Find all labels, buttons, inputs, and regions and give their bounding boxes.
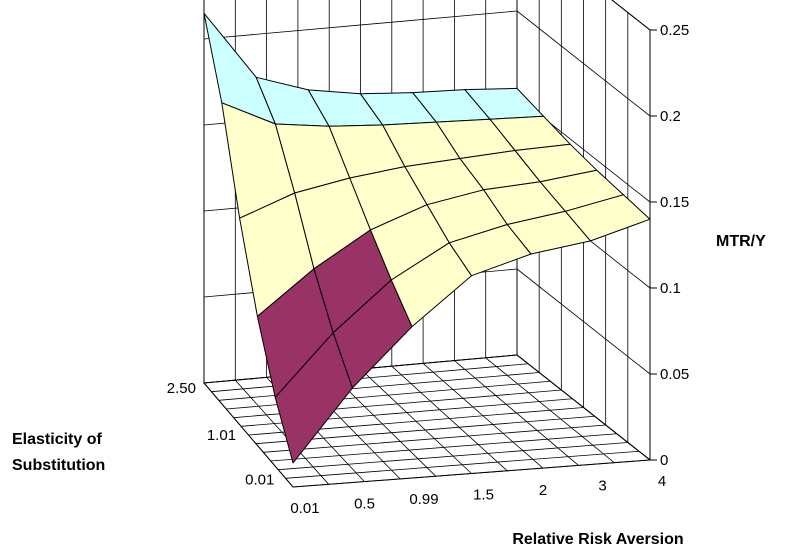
z-tick-label: 0 bbox=[660, 452, 668, 469]
floor-gridline bbox=[278, 442, 628, 471]
floor-gridline bbox=[211, 363, 529, 393]
x-tick-label: 0.99 bbox=[409, 491, 438, 508]
surface-patch bbox=[564, 194, 651, 242]
z-axis-title: MTR/Y bbox=[716, 233, 766, 250]
floor-gridline bbox=[270, 433, 617, 462]
y-axis-title-line2: Substitution bbox=[12, 457, 105, 474]
x-tick-label: 0.01 bbox=[290, 500, 319, 517]
floor-gridline bbox=[285, 450, 639, 479]
y-tick-label: 1.01 bbox=[207, 427, 236, 444]
y-tick-label: 0.01 bbox=[245, 472, 274, 489]
x-tick-label: 1.5 bbox=[473, 487, 494, 504]
z-tick-label: 0.2 bbox=[660, 108, 681, 125]
x-tick-label: 4 bbox=[658, 473, 666, 490]
z-tick-label: 0.25 bbox=[660, 22, 689, 39]
x-tick-label: 2 bbox=[539, 482, 547, 499]
x-tick-label: 0.5 bbox=[354, 496, 375, 513]
floor-gridline bbox=[263, 424, 606, 453]
z-tick-label: 0.1 bbox=[660, 280, 681, 297]
floor-gridline bbox=[292, 459, 651, 488]
surface-plot bbox=[203, 12, 651, 464]
z-tick-label: 0.15 bbox=[660, 194, 689, 211]
x-axis-title: Relative Risk Aversion bbox=[512, 531, 683, 548]
axis-ticks: 0 0.05 0.1 0.15 0.2 0.25 0.01 0.5 0.99 1.5 2 3 4 2.50… bbox=[167, 22, 689, 517]
x-tick-label: 3 bbox=[598, 478, 606, 495]
z-tick-label: 0.05 bbox=[660, 366, 689, 383]
y-tick-label: 2.50 bbox=[167, 380, 196, 397]
floor-gridline bbox=[218, 372, 540, 401]
y-axis-title-line1: Elasticity of bbox=[12, 431, 102, 448]
